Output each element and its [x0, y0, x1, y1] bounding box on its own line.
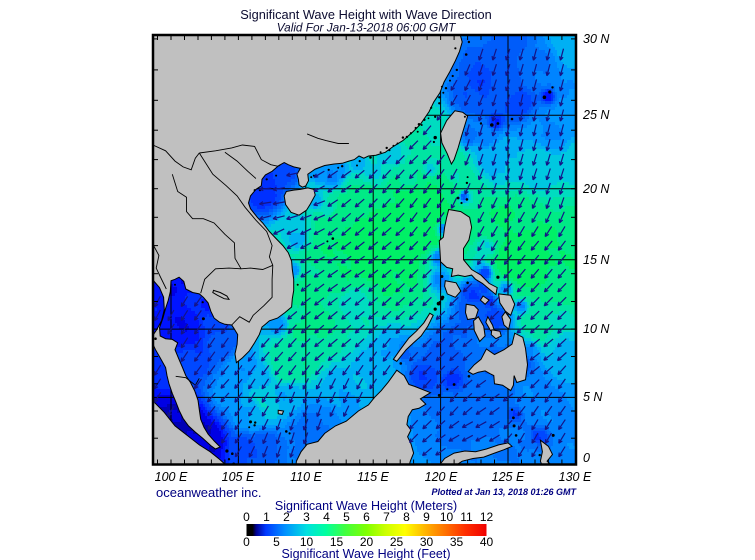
svg-text:5: 5	[273, 535, 280, 549]
svg-text:12: 12	[480, 510, 494, 524]
svg-text:120 E: 120 E	[425, 470, 458, 484]
svg-text:10: 10	[440, 510, 454, 524]
svg-text:15: 15	[330, 535, 344, 549]
svg-text:Valid For Jan-13-2018 06:00 GM: Valid For Jan-13-2018 06:00 GMT	[277, 21, 456, 35]
svg-text:Plotted at Jan 13, 2018 01:26: Plotted at Jan 13, 2018 01:26 GMT	[431, 487, 577, 497]
svg-text:35: 35	[450, 535, 464, 549]
svg-text:10: 10	[300, 535, 314, 549]
svg-text:40: 40	[480, 535, 494, 549]
svg-text:115 E: 115 E	[357, 470, 389, 484]
svg-text:100 E: 100 E	[155, 470, 188, 484]
svg-text:20: 20	[360, 535, 374, 549]
svg-text:110 E: 110 E	[290, 470, 322, 484]
svg-text:25 N: 25 N	[582, 108, 610, 122]
svg-text:5: 5	[343, 510, 350, 524]
svg-text:0: 0	[583, 451, 590, 465]
svg-text:25: 25	[390, 535, 404, 549]
svg-text:10 N: 10 N	[583, 322, 610, 336]
svg-text:3: 3	[303, 510, 310, 524]
svg-text:15 N: 15 N	[583, 253, 610, 267]
svg-text:30 N: 30 N	[583, 32, 610, 46]
svg-text:130 E: 130 E	[559, 470, 592, 484]
svg-text:11: 11	[460, 510, 473, 524]
svg-text:0: 0	[243, 535, 250, 549]
svg-text:105 E: 105 E	[222, 470, 255, 484]
svg-text:Significant Wave Height (Feet): Significant Wave Height (Feet)	[281, 547, 450, 560]
svg-text:6: 6	[363, 510, 370, 524]
svg-text:1: 1	[263, 510, 270, 524]
svg-text:30: 30	[420, 535, 434, 549]
svg-text:20 N: 20 N	[582, 182, 610, 196]
svg-text:7: 7	[383, 510, 390, 524]
svg-text:Significant Wave Height with W: Significant Wave Height with Wave Direct…	[240, 7, 492, 22]
svg-text:0: 0	[243, 510, 250, 524]
svg-text:8: 8	[403, 510, 410, 524]
svg-text:oceanweather inc.: oceanweather inc.	[156, 485, 262, 500]
svg-text:9: 9	[423, 510, 430, 524]
svg-text:4: 4	[323, 510, 330, 524]
svg-text:Significant Wave Height (Meter: Significant Wave Height (Meters)	[275, 499, 457, 513]
svg-text:125 E: 125 E	[492, 470, 525, 484]
svg-text:2: 2	[283, 510, 290, 524]
svg-text:5 N: 5 N	[583, 390, 603, 404]
